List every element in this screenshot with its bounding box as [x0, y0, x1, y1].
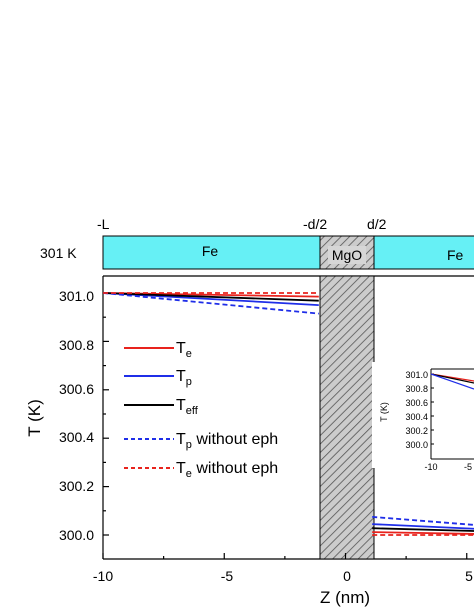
y-tick-label: 300.8: [59, 337, 94, 353]
inset-x-tick-labels: -10 -5: [424, 462, 472, 472]
x-tick-label: -10: [93, 568, 113, 584]
schematic-marker-half-d: d/2: [367, 216, 387, 232]
mgo-barrier: [319, 275, 375, 560]
inset-series-tp: [430, 373, 474, 390]
inset-y-tick-label: 300.4: [405, 412, 428, 422]
x-axis-title: Z (nm): [320, 588, 370, 607]
x-tick-labels: -10 -5 0 5: [93, 568, 473, 584]
schematic-marker-minus-l: -L: [97, 216, 110, 232]
inset-y-tick-label: 300.6: [405, 398, 428, 408]
y-tick-label: 300.6: [59, 381, 94, 397]
x-tick-label: 0: [343, 568, 351, 584]
legend-label-te-without-eph: Te without eph: [176, 460, 278, 480]
schematic-mgo-label-bg: [328, 246, 366, 264]
legend-label-tp: Tp: [176, 368, 192, 388]
y-tick-label: 300.0: [59, 527, 94, 543]
legend: Te Tp Teff Tp without eph Te without eph: [124, 340, 278, 480]
y-tick-labels: 300.0 300.2 300.4 300.6 300.8 301.0: [59, 288, 94, 543]
series-lines: [103, 292, 474, 536]
inset-x-tick-label: -5: [464, 462, 472, 472]
legend-label-tp-without-eph: Tp without eph: [176, 431, 278, 451]
series-line-1-segment-1: [372, 523, 474, 530]
axis-ticks: [102, 292, 468, 559]
inset-y-tick-label: 300.2: [405, 426, 428, 436]
series-line-2-segment-1: [372, 527, 474, 532]
schematic-left-label: 301 K: [40, 245, 77, 261]
schematic-mgo-label: MgO: [332, 247, 362, 263]
schematic-fe-right-label: Fe: [447, 247, 464, 263]
legend-label-te: Te: [176, 340, 192, 360]
x-tick-label: -5: [221, 568, 234, 584]
series-line-3-segment-0: [103, 292, 319, 315]
x-tick-label: 5: [465, 568, 473, 584]
schematic-marker-minus-half-d: -d/2: [303, 216, 327, 232]
series-line-3-segment-1: [372, 516, 474, 526]
y-axis-title: T (K): [25, 399, 44, 436]
inset-y-tick-label: 300.8: [405, 384, 428, 394]
legend-label-teff: Teff: [176, 397, 199, 417]
y-tick-label: 301.0: [59, 288, 94, 304]
y-tick-label: 300.2: [59, 478, 94, 494]
series-line-2-segment-0: [103, 292, 319, 302]
y-tick-label: 300.4: [59, 429, 94, 445]
schematic: 301 K -L -d/2 d/2 Fe MgO Fe: [40, 216, 474, 270]
inset-y-axis-title: T (K): [379, 402, 389, 422]
inset-x-tick-label: -10: [424, 462, 437, 472]
schematic-fe-left-label: Fe: [202, 243, 219, 259]
inset-chart: 301.0 300.8 300.6 300.4 300.2 300.0 -10 …: [372, 362, 474, 472]
schematic-fe-right-layer: [373, 235, 474, 270]
schematic-fe-left-layer: [102, 235, 321, 270]
series-line-0-segment-1: [372, 531, 474, 535]
inset-series-teff: [430, 373, 474, 384]
inset-y-tick-label: 301.0: [405, 370, 428, 380]
inset-y-tick-label: 300.0: [405, 440, 428, 450]
inset-y-tick-labels: 301.0 300.8 300.6 300.4 300.2 300.0: [405, 370, 428, 450]
